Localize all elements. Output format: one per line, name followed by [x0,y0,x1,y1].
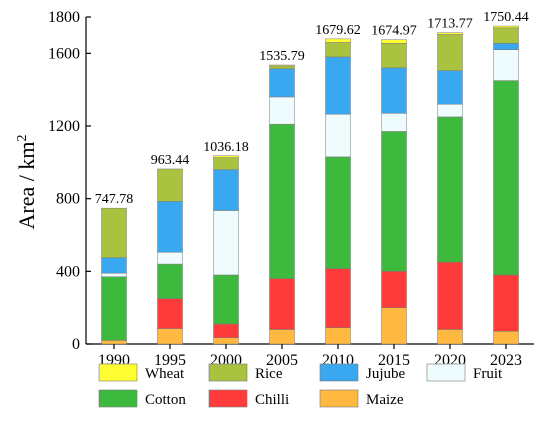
plot-area: 0400800120016001800747.781990963.4419951… [48,9,534,369]
y-axis-label: Area / km2 [14,135,39,230]
bar-segment-wheat-2005 [269,64,295,67]
bar-segment-cotton-1990 [101,276,127,341]
bar-segment-chilli-2023 [493,274,519,332]
legend: Wheat Rice Jujube Fruit Cotton Chilli Maize [98,363,503,408]
bar-segment-rice-2015 [381,43,407,69]
y-tick-label: 800 [56,191,80,208]
bar-segment-maize-2023 [493,331,519,345]
bar-total-label: 747.78 [95,192,134,207]
legend-swatch-wheat [98,363,138,382]
bar-segment-cotton-2023 [493,80,519,276]
legend-label-chilli: Chilli [255,392,289,408]
bar-segment-jujube-2020 [437,70,463,105]
bar-segment-fruit-1990 [101,272,127,278]
y-axis-label-superscript: 2 [15,135,30,142]
y-tick-label: 1200 [48,118,80,135]
bar-segment-maize-1995 [157,328,183,345]
bar-segment-jujube-2010 [325,56,351,115]
legend-label-fruit: Fruit [473,366,503,382]
legend-label-rice: Rice [255,366,283,382]
bar-segment-rice-2023 [493,27,519,44]
bar-segment-rice-2020 [437,34,463,71]
bar-segment-rice-2010 [325,42,351,58]
legend-label-maize: Maize [366,392,404,408]
legend-swatch-fruit [426,363,466,382]
bar-total-label: 963.44 [151,153,190,168]
bar-segment-rice-1995 [157,168,183,202]
bar-segment-rice-2000 [213,157,239,170]
y-tick-label: 400 [56,263,80,280]
bar-segment-fruit-2005 [269,96,295,125]
bar-segment-fruit-2000 [213,210,239,276]
bar-total-label: 1750.44 [483,10,529,25]
bar-segment-fruit-2020 [437,103,463,118]
bar-segment-chilli-1995 [157,298,183,329]
bar-segment-jujube-2015 [381,67,407,114]
x-tick-label: 2023 [490,352,522,369]
bar-total-label: 1036.18 [203,140,249,155]
bar-segment-wheat-2000 [213,155,239,158]
legend-label-cotton: Cotton [145,392,186,408]
bar-segment-maize-2010 [325,327,351,345]
bar-total-label: 1679.62 [315,23,361,38]
bar-segment-fruit-2023 [493,49,519,81]
bar-segment-wheat-2020 [437,32,463,35]
bar-segment-maize-1990 [101,340,127,345]
bar-segment-cotton-2005 [269,123,295,279]
bar-segment-cotton-2015 [381,131,407,272]
y-tick-label: 0 [72,336,80,353]
bar-segment-maize-2000 [213,337,239,345]
bar-total-label: 1674.97 [371,24,417,39]
bar-segment-fruit-2015 [381,113,407,132]
legend-swatch-chilli [208,389,248,408]
bar-segment-cotton-2000 [213,274,239,325]
bar-segment-chilli-2005 [269,278,295,330]
bar-segment-jujube-2023 [493,43,519,50]
bar-segment-maize-2020 [437,329,463,345]
bar-segment-rice-1990 [101,207,127,258]
bar-segment-maize-2005 [269,329,295,345]
bar-segment-wheat-2015 [381,39,407,44]
x-tick-label: 2015 [378,352,410,369]
bar-segment-jujube-2005 [269,68,295,98]
bar-segment-cotton-2020 [437,116,463,263]
y-tick-label: 1800 [48,9,80,26]
bar-segment-jujube-1990 [101,257,127,274]
legend-swatch-jujube [319,363,359,382]
bar-segment-rice-2005 [269,65,295,70]
bar-total-label: 1535.79 [259,49,305,64]
bar-segment-wheat-2010 [325,38,351,43]
bar-segment-jujube-2000 [213,169,239,211]
bar-segment-maize-2015 [381,307,407,345]
bar-segment-wheat-2023 [493,25,519,29]
legend-label-jujube: Jujube [366,366,406,382]
x-tick-label: 2005 [266,352,298,369]
legend-swatch-rice [208,363,248,382]
bar-segment-fruit-2010 [325,113,351,158]
bar-segment-chilli-2010 [325,268,351,328]
legend-label-wheat: Wheat [145,366,185,382]
bar-segment-chilli-2020 [437,262,463,330]
bar-segment-cotton-1995 [157,263,183,299]
bar-total-label: 1713.77 [427,17,473,32]
legend-swatch-maize [319,389,359,408]
bar-segment-chilli-2000 [213,323,239,338]
bar-segment-cotton-2010 [325,156,351,269]
bar-segment-chilli-2015 [381,271,407,308]
bar-segment-jujube-1995 [157,201,183,253]
y-tick-label: 1600 [48,45,80,62]
legend-swatch-cotton [98,389,138,408]
bar-segment-fruit-1995 [157,252,183,265]
x-tick-label: 1995 [154,352,186,369]
